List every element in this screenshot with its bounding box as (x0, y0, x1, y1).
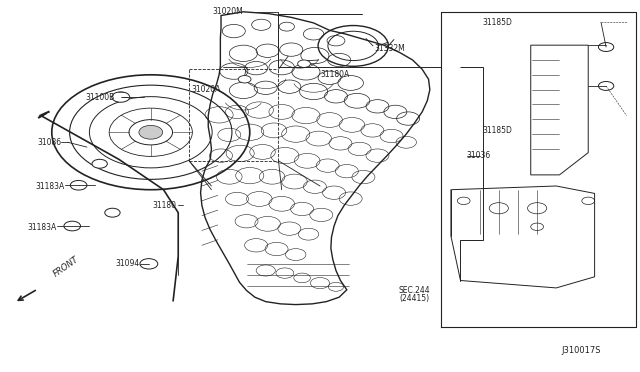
Text: FRONT: FRONT (52, 255, 81, 279)
Text: 31180A: 31180A (320, 70, 349, 79)
Circle shape (105, 208, 120, 217)
Text: 31036: 31036 (467, 151, 491, 160)
Text: J310017S: J310017S (561, 346, 601, 355)
Text: 31332M: 31332M (374, 44, 405, 53)
Text: 31185D: 31185D (483, 19, 513, 28)
Text: 31020A: 31020A (191, 85, 221, 94)
Circle shape (112, 92, 130, 102)
Text: 31020M: 31020M (212, 7, 243, 16)
Circle shape (140, 259, 158, 269)
Circle shape (70, 180, 87, 190)
Text: 31183A: 31183A (28, 223, 57, 232)
Circle shape (139, 125, 163, 139)
Text: 31094: 31094 (116, 259, 140, 268)
Text: SEC.244: SEC.244 (399, 286, 430, 295)
Text: 31086: 31086 (37, 138, 61, 147)
Circle shape (64, 221, 81, 231)
Circle shape (598, 81, 614, 90)
Circle shape (298, 60, 310, 67)
Text: 31180: 31180 (152, 201, 176, 210)
Circle shape (598, 42, 614, 51)
Text: 31100B: 31100B (85, 93, 115, 102)
Circle shape (238, 76, 251, 83)
Text: 31183A: 31183A (35, 182, 65, 190)
Text: (24415): (24415) (399, 294, 429, 303)
Text: 31185D: 31185D (483, 126, 513, 135)
Circle shape (92, 159, 108, 168)
